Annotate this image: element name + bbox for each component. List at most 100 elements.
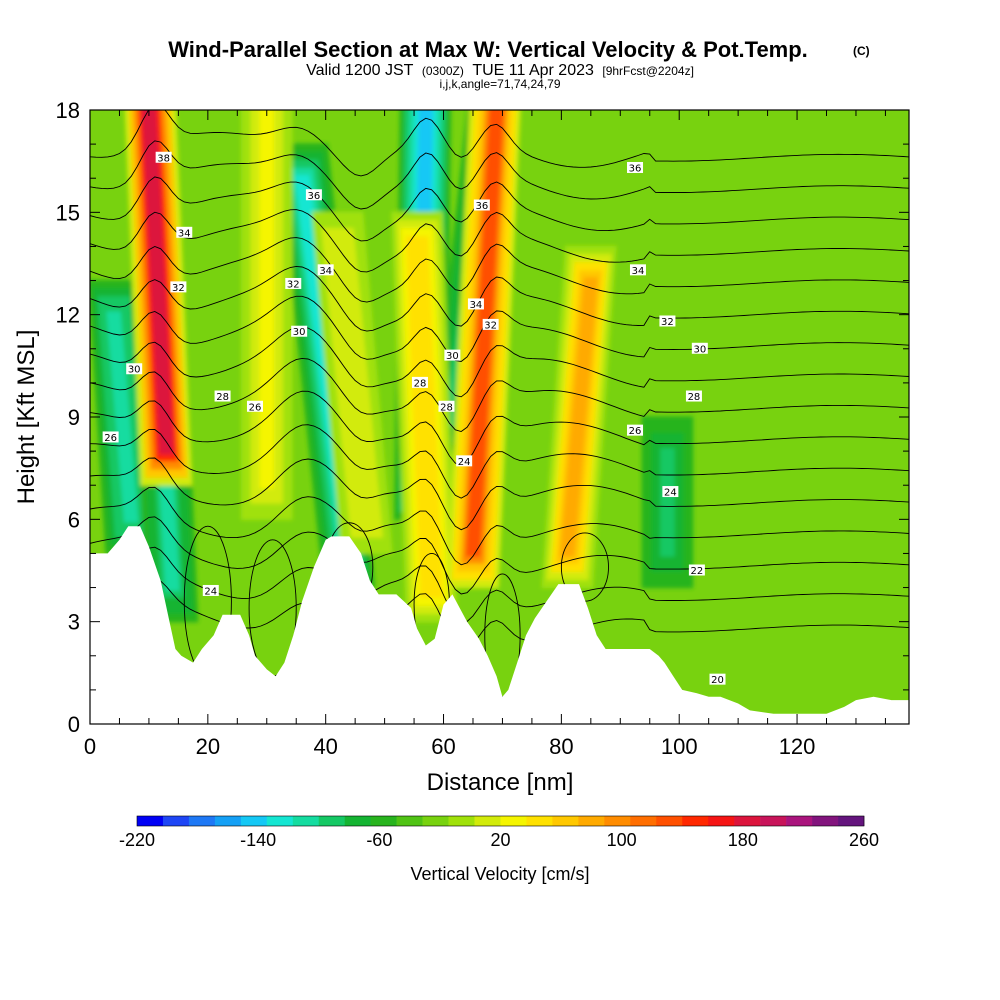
colorbar-swatch: [760, 816, 787, 826]
y-tick-label: 9: [68, 405, 80, 430]
updraft-band-1-level-4: [409, 243, 439, 591]
colorbar-swatch: [526, 816, 553, 826]
theta-contour-6: [90, 390, 909, 466]
colorbar-swatch: [812, 816, 839, 826]
y-tick-label: 3: [68, 610, 80, 635]
contour-label-box: [202, 584, 219, 596]
contour-label-group-13: 30: [444, 349, 461, 362]
contour-label-box: [126, 363, 143, 375]
x-axis: 0 20 40 60 80 100 120: [84, 110, 886, 759]
theta-contour-4: [90, 457, 909, 531]
contour-label-group-20: 34: [629, 264, 646, 277]
contour-label: 24: [204, 586, 217, 597]
contour-label: 20: [711, 675, 724, 686]
colorbar-swatch: [630, 816, 657, 826]
contour-label-group-5: 28: [214, 390, 231, 403]
contour-label: 32: [287, 279, 300, 290]
contour-label-group-22: 30: [691, 342, 708, 355]
updraft-band-5-level-4: [259, 110, 274, 489]
colorbar-swatch: [292, 816, 320, 826]
colorbar-swatch: [137, 816, 164, 826]
contour-label-box: [170, 281, 187, 293]
colorbar-swatch: [474, 816, 501, 826]
contour-label-box: [246, 400, 263, 412]
x-tick-label: 120: [779, 734, 816, 759]
contour-label-group-23: 28: [685, 390, 702, 403]
theta-contour-10: [90, 265, 909, 332]
contour-label-box: [411, 376, 428, 388]
contour-label-box: [176, 226, 193, 238]
y-axis-label: Height [Kft MSL]: [13, 330, 40, 505]
colorbar-swatch: [318, 816, 346, 826]
colorbar-frame: [136, 815, 865, 827]
contour-label-box: [627, 161, 644, 173]
contour-label: 34: [470, 300, 483, 311]
contour-label-box: [214, 390, 231, 402]
contour-label-box: [305, 189, 322, 201]
colorbar-swatch: [162, 816, 190, 826]
colorbar-swatch: [734, 816, 761, 826]
contour-label: 28: [414, 378, 427, 389]
colorbar-tick-label: 20: [490, 830, 510, 850]
theta-contour-11: [90, 237, 909, 303]
contour-label-box: [456, 455, 473, 467]
theta-contour-13: [90, 176, 909, 242]
colorbar-swatch: [786, 816, 813, 826]
colorbar-swatch: [344, 816, 371, 826]
contour-label-group-19: 36: [627, 161, 644, 174]
contour-label-group-24: 26: [627, 424, 644, 437]
contour-label-group-3: 34: [176, 226, 193, 239]
theta-contour-7: [90, 357, 909, 432]
colorbar-swatch: [604, 816, 631, 826]
theta-contour-8: [90, 326, 909, 398]
forecast-info: [9hrFcst@2204z]: [602, 64, 694, 78]
colorbar-tick-label: -60: [366, 830, 392, 850]
contour-label: 30: [446, 351, 459, 362]
contour-label-box: [444, 349, 461, 361]
colorbar-swatch: [188, 816, 216, 826]
vertical-velocity-field: 2630383432282624363234302830282436343236…: [90, 110, 909, 724]
y-tick-label: 18: [56, 98, 80, 123]
contour-label-box: [709, 673, 726, 685]
terrain: [90, 526, 909, 724]
y-tick-label: 0: [68, 712, 80, 737]
theta-contour-3: [90, 486, 909, 566]
valid-time-line: Valid 1200 JST (0300Z) TUE 11 Apr 2023 […: [306, 62, 694, 79]
colorbar-swatch: [838, 816, 865, 826]
colorbar-swatch: [578, 816, 605, 826]
colorbar: -220 -140 -60 20 100 180 260: [119, 815, 879, 850]
colorbar-swatch: [396, 816, 423, 826]
contour-label-box: [662, 486, 679, 498]
updraft-band-3-level-4: [560, 277, 599, 557]
contour-label: 34: [319, 266, 332, 277]
contour-label-group-12: 28: [411, 376, 428, 389]
contour-label: 30: [693, 344, 706, 355]
downdraft-band-5-level-4: [660, 447, 675, 557]
theta-contour-5: [90, 424, 909, 499]
contour-label: 32: [484, 320, 497, 331]
colorbar-tick-label: 100: [607, 830, 637, 850]
contour-label-box: [438, 400, 455, 412]
contour-label: 36: [308, 191, 321, 202]
colorbar-swatch: [370, 816, 397, 826]
contour-label-group-0: 26: [102, 431, 119, 444]
theta-contour-2: [90, 516, 909, 595]
contour-label-group-21: 32: [659, 315, 676, 328]
contour-label-box: [317, 264, 334, 276]
contour-label: 30: [128, 365, 141, 376]
contour-label: 24: [458, 457, 471, 468]
colorbar-swatch: [552, 816, 579, 826]
colorbar-tick-label: -140: [240, 830, 276, 850]
updraft-band-0-level-4: [141, 110, 174, 455]
colorbar-swatch: [682, 816, 709, 826]
contour-label-group-10: 34: [317, 264, 334, 277]
x-tick-label: 0: [84, 734, 96, 759]
colorbar-tick-label: 180: [728, 830, 758, 850]
x-axis-label: Distance [nm]: [427, 769, 574, 796]
contour-label-group-25: 24: [662, 486, 679, 499]
theta-contour-12: [90, 209, 909, 273]
colorbar-swatch: [448, 816, 475, 826]
contour-label: 32: [661, 317, 674, 328]
contour-label-group-16: 36: [473, 199, 490, 212]
